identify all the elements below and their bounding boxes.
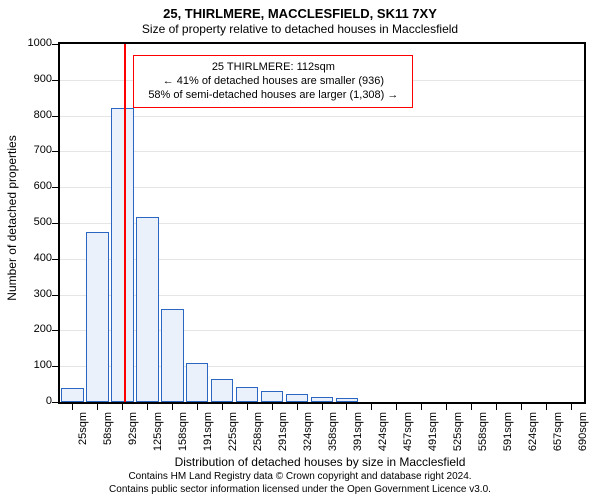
x-tick [546,404,547,410]
footer-line-2: Contains public sector information licen… [0,483,600,496]
y-tick-label: 100 [18,359,52,371]
x-tick [222,404,223,410]
page-subtitle: Size of property relative to detached ho… [0,22,600,36]
y-axis-title: Number of detached properties [5,118,19,318]
x-tick [496,404,497,410]
x-tick [421,404,422,410]
x-tick [571,404,572,410]
histogram-bar [236,387,258,402]
y-tick [52,366,58,367]
y-tick [52,402,58,403]
x-tick [247,404,248,410]
x-tick [471,404,472,410]
histogram-bar [336,398,358,402]
x-axis-title: Distribution of detached houses by size … [58,455,582,469]
y-tick-label: 600 [18,180,52,192]
histogram-bar [186,363,208,402]
histogram-bar [161,309,183,402]
x-tick [122,404,123,410]
y-tick-label: 900 [18,73,52,85]
histogram-bar [136,217,158,402]
x-tick [72,404,73,410]
y-tick [52,44,58,45]
histogram-bar [86,232,108,402]
footer: Contains HM Land Registry data © Crown c… [0,470,600,496]
histogram-bar [111,108,133,402]
x-tick [521,404,522,410]
y-tick-label: 1000 [18,37,52,49]
x-tick [322,404,323,410]
x-tick [172,404,173,410]
y-tick-label: 800 [18,109,52,121]
y-tick [52,223,58,224]
y-tick-label: 400 [18,252,52,264]
x-tick [147,404,148,410]
page: 25, THIRLMERE, MACCLESFIELD, SK11 7XY Si… [0,0,600,500]
x-tick [297,404,298,410]
x-tick [272,404,273,410]
annotation-line-3: 58% of semi-detached houses are larger (… [142,88,404,102]
annotation-box: 25 THIRLMERE: 112sqm← 41% of detached ho… [133,55,413,108]
y-tick-label: 200 [18,323,52,335]
y-tick [52,187,58,188]
annotation-line-2: ← 41% of detached houses are smaller (93… [142,74,404,88]
y-tick [52,295,58,296]
x-tick [396,404,397,410]
y-tick [52,80,58,81]
histogram-bar [311,397,333,402]
y-tick [52,259,58,260]
gridline [60,151,584,152]
y-tick [52,116,58,117]
gridline [60,187,584,188]
x-tick [346,404,347,410]
footer-line-1: Contains HM Land Registry data © Crown c… [0,470,600,483]
gridline [60,116,584,117]
x-tick [446,404,447,410]
histogram-bar [211,379,233,402]
y-tick-label: 0 [18,395,52,407]
x-tick [371,404,372,410]
y-tick [52,151,58,152]
histogram-bar [61,388,83,402]
y-tick [52,330,58,331]
histogram-bar [261,391,283,402]
reference-line [124,44,126,402]
y-tick-label: 500 [18,216,52,228]
x-tick [97,404,98,410]
y-tick-label: 300 [18,288,52,300]
histogram-bar [286,394,308,402]
page-title-address: 25, THIRLMERE, MACCLESFIELD, SK11 7XY [0,6,600,21]
annotation-line-1: 25 THIRLMERE: 112sqm [142,60,404,74]
histogram-chart: 0100200300400500600700800900100025sqm58s… [58,42,586,404]
x-tick [197,404,198,410]
y-tick-label: 700 [18,144,52,156]
